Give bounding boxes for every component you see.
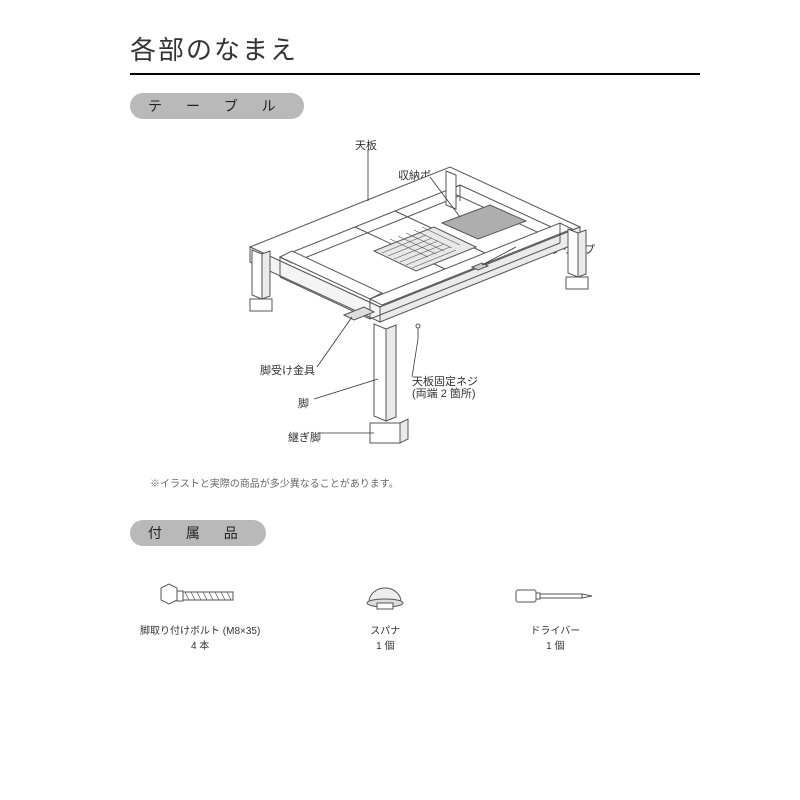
title-rule: [130, 73, 700, 75]
accessory-item: 脚取り付けボルト (M8×35) 4 本: [140, 576, 260, 652]
accessory-label: ドライバー: [530, 622, 580, 637]
accessory-label: スパナ: [370, 622, 400, 637]
accessory-item: ドライバー 1 個: [510, 576, 600, 652]
page-title: 各部のなまえ: [130, 30, 700, 67]
table-svg: [130, 129, 700, 469]
section-badge-accessories: 付 属 品: [130, 520, 266, 546]
spanner-icon: [340, 576, 430, 616]
accessory-qty: 4 本: [191, 637, 209, 652]
accessories-row: 脚取り付けボルト (M8×35) 4 本 スパナ 1 個: [140, 576, 700, 652]
section-badge-table: テ ー ブ ル: [130, 93, 304, 119]
diagram-note: ※イラストと実際の商品が多少異なることがあります。: [150, 475, 700, 490]
bolt-icon: [155, 576, 245, 616]
accessory-label: 脚取り付けボルト (M8×35): [140, 622, 260, 637]
accessory-qty: 1 個: [546, 637, 564, 652]
accessory-item: スパナ 1 個: [340, 576, 430, 652]
screwdriver-icon: [510, 576, 600, 616]
table-diagram: 天板 収納ボックス コードクリップ 脚受け金具 天板固定ネジ (両端 2 箇所)…: [130, 129, 700, 469]
accessory-qty: 1 個: [376, 637, 394, 652]
